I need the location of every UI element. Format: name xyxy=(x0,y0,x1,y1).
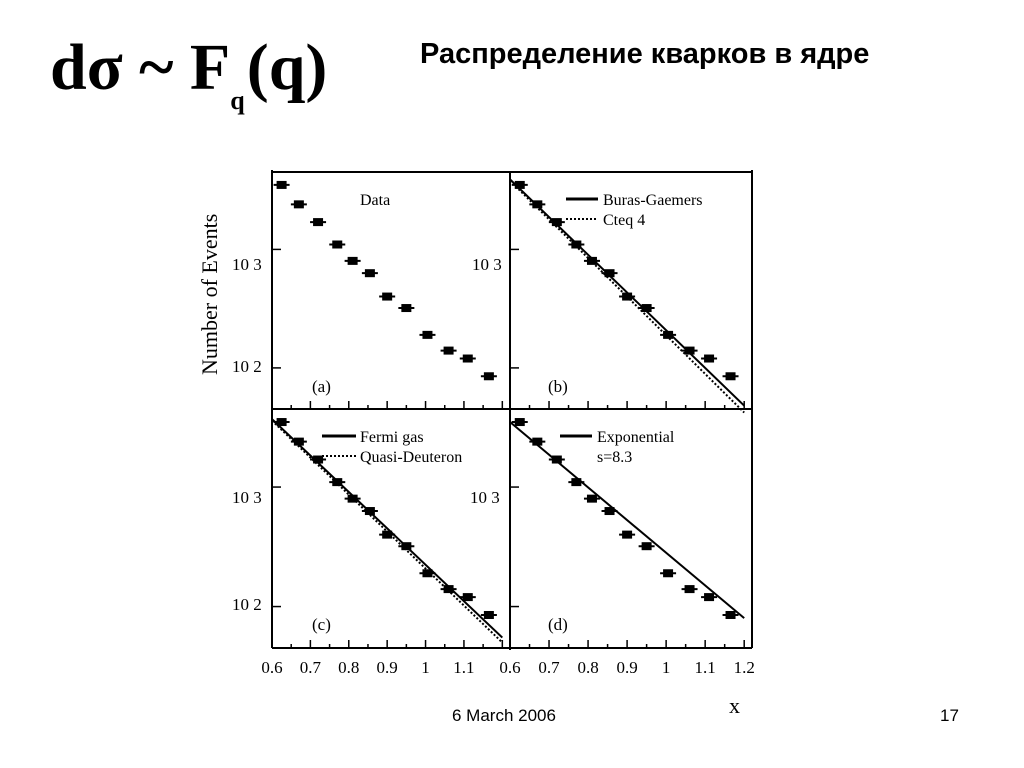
axis-ticks xyxy=(271,248,745,648)
x-tick-label: 0.9 xyxy=(616,658,637,677)
panel-a-title: Data xyxy=(360,192,390,209)
slide-title: Распределение кварков в ядре xyxy=(420,38,870,70)
data-points xyxy=(273,180,739,619)
data-point xyxy=(480,372,497,381)
data-point xyxy=(329,240,346,249)
data-point xyxy=(681,585,698,594)
legend-d-note: s=8.3 xyxy=(597,449,632,466)
x-tick-labels: 0.6 0.7 0.8 0.9 1 1.1 0.6 0.7 0.8 0.9 1 1.1 1.2 xyxy=(261,658,754,677)
data-point xyxy=(529,200,546,209)
y-tick-label-1000-c: 10 3 xyxy=(232,488,262,507)
y-tick-label-1000-a: 10 3 xyxy=(232,255,262,274)
x-tick-label: 0.6 xyxy=(261,658,282,677)
data-point xyxy=(568,240,585,249)
data-point xyxy=(619,530,636,539)
x-tick-label: 1 xyxy=(421,658,430,677)
data-point xyxy=(601,507,618,516)
x-tick-label: 1 xyxy=(662,658,671,677)
x-tick-label: 0.7 xyxy=(538,658,560,677)
data-point xyxy=(701,354,718,363)
legend-c-item-1: Fermi gas xyxy=(360,429,424,446)
data-point xyxy=(583,494,600,503)
data-point xyxy=(722,610,739,619)
data-point xyxy=(619,292,636,301)
data-point xyxy=(548,218,565,227)
data-point xyxy=(419,330,436,339)
data-point xyxy=(511,180,528,189)
fit-line-3-0 xyxy=(509,421,745,619)
data-point xyxy=(660,569,677,578)
legend-c: Fermi gas Quasi-Deuteron xyxy=(322,429,462,466)
legend-d-item-1: Exponential xyxy=(597,429,675,446)
slide-formula: dσ ~ Fq(q) xyxy=(50,18,327,131)
formula-main: dσ ~ F xyxy=(50,31,231,104)
data-point xyxy=(583,256,600,265)
panel-label-a: (a) xyxy=(312,377,331,396)
data-point xyxy=(568,478,585,487)
data-point xyxy=(722,372,739,381)
data-point xyxy=(329,478,346,487)
x-tick-label: 0.8 xyxy=(577,658,598,677)
data-point xyxy=(273,180,290,189)
x-tick-label: 0.8 xyxy=(338,658,359,677)
data-point xyxy=(638,542,655,551)
legend-b-item-2: Cteq 4 xyxy=(603,212,645,229)
y-axis-title: Number of Events xyxy=(197,214,222,375)
data-point xyxy=(273,418,290,427)
data-point xyxy=(290,200,307,209)
x-tick-label: 1.1 xyxy=(695,658,716,677)
data-point xyxy=(290,437,307,446)
x-tick-label: 0.7 xyxy=(300,658,322,677)
formula-argument: (q) xyxy=(246,31,328,104)
data-point xyxy=(398,304,415,313)
data-point xyxy=(638,304,655,313)
y-tick-label-1000-d: 10 3 xyxy=(470,488,500,507)
fit-line-1-0 xyxy=(509,178,745,407)
panel-label-c: (c) xyxy=(312,615,331,634)
data-point xyxy=(548,455,565,464)
data-point xyxy=(459,354,476,363)
legend-c-item-2: Quasi-Deuteron xyxy=(360,449,462,466)
data-point xyxy=(681,346,698,355)
slide-number: 17 xyxy=(940,706,959,725)
y-tick-label-1000-b: 10 3 xyxy=(472,255,502,274)
y-tick-label-100-c: 10 2 xyxy=(232,595,262,614)
formula-subscript: q xyxy=(230,86,245,115)
x-tick-label: 1.1 xyxy=(453,658,474,677)
legend-b-item-1: Buras-Gaemers xyxy=(603,192,703,209)
data-point xyxy=(459,593,476,602)
legend-d: Exponential s=8.3 xyxy=(560,429,675,466)
data-point xyxy=(361,507,378,516)
data-point xyxy=(379,530,396,539)
data-point xyxy=(310,218,327,227)
data-point xyxy=(440,346,457,355)
x-tick-label: 0.6 xyxy=(499,658,520,677)
footer-date: 6 March 2006 xyxy=(452,706,556,725)
data-point xyxy=(419,569,436,578)
panel-frames xyxy=(271,170,753,650)
data-point xyxy=(398,542,415,551)
data-point xyxy=(511,418,528,427)
x-tick-label: 0.9 xyxy=(377,658,398,677)
panel-label-b: (b) xyxy=(548,377,568,396)
data-point xyxy=(701,593,718,602)
panel-label-d: (d) xyxy=(548,615,568,634)
x-tick-label: 1.2 xyxy=(734,658,755,677)
fit-line-2-1 xyxy=(271,419,504,644)
data-point xyxy=(440,585,457,594)
legend-b: Buras-Gaemers Cteq 4 xyxy=(566,192,703,229)
data-point xyxy=(529,437,546,446)
y-tick-label-100-a: 10 2 xyxy=(232,357,262,376)
data-point xyxy=(480,610,497,619)
data-point xyxy=(379,292,396,301)
data-point xyxy=(660,330,677,339)
fit-line-2-0 xyxy=(271,418,504,639)
x-axis-title: x xyxy=(729,693,740,718)
data-point xyxy=(361,269,378,278)
data-point xyxy=(344,256,361,265)
data-point xyxy=(344,494,361,503)
data-point xyxy=(601,269,618,278)
data-point xyxy=(310,455,327,464)
